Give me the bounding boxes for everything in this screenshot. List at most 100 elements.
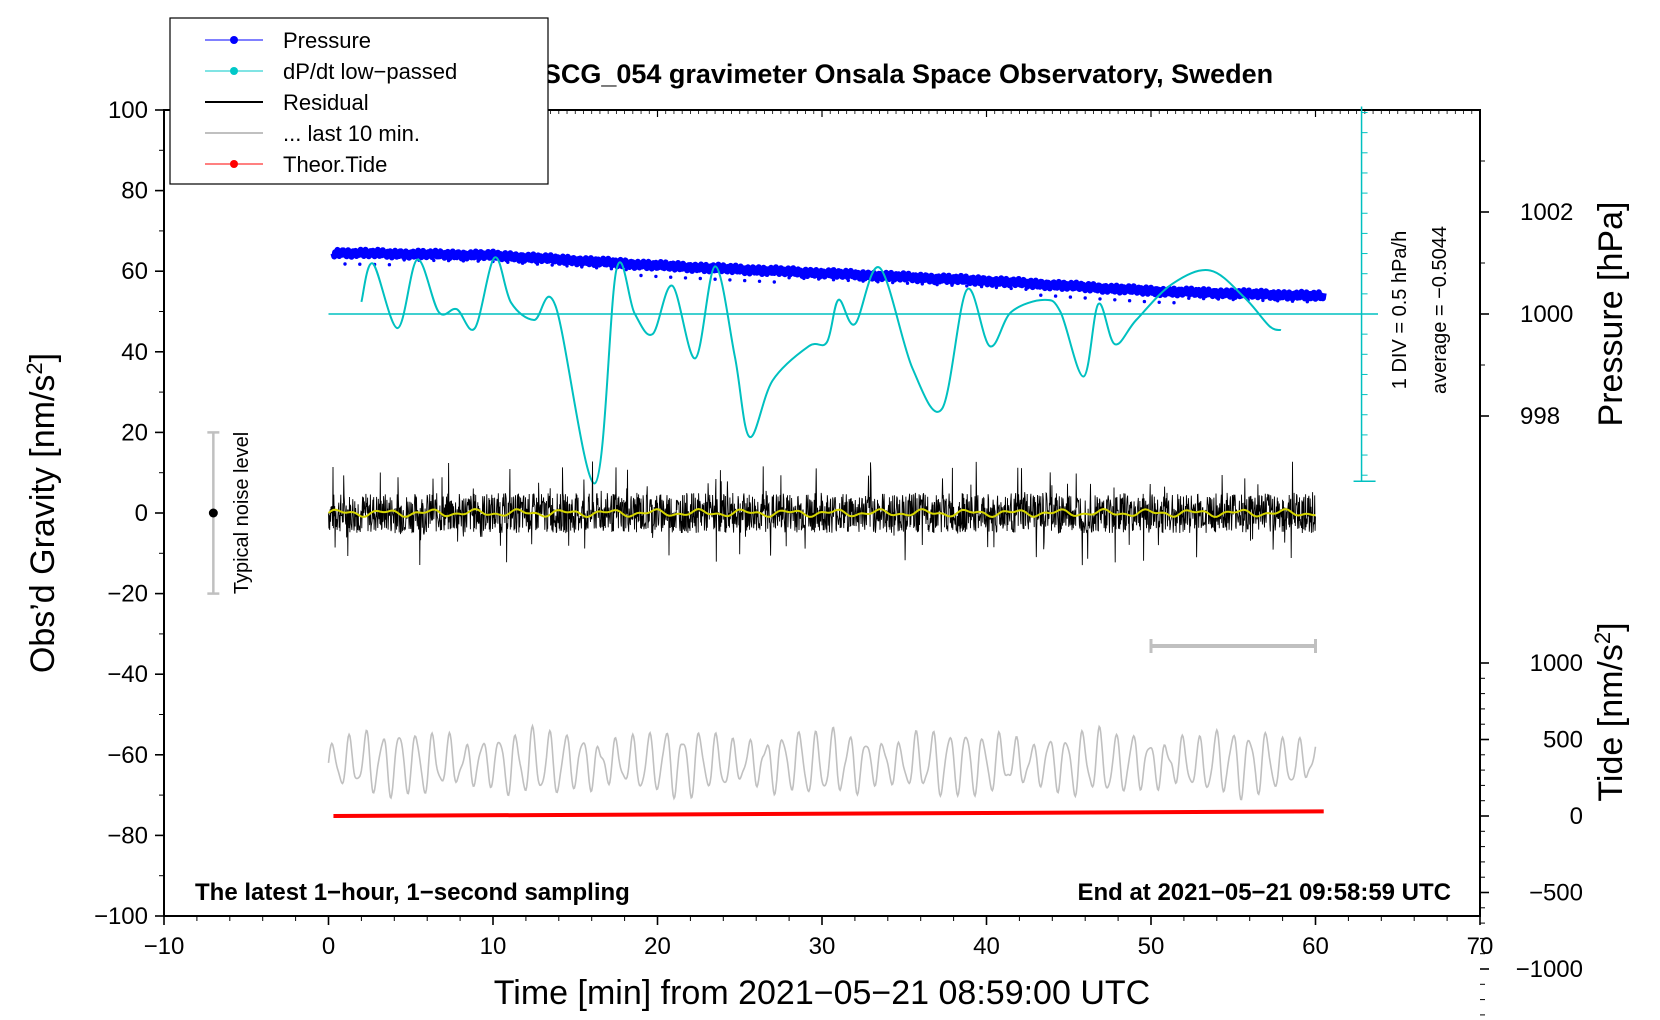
pressure-tick-label: 1002 (1520, 199, 1573, 226)
y-tick-label: 80 (121, 178, 148, 205)
pressure-point (565, 264, 569, 268)
pressure-point (1276, 299, 1280, 303)
pressure-point (609, 267, 614, 271)
pressure-point (446, 258, 451, 263)
legend-entry-last10: ... last 10 min. (205, 121, 420, 146)
pressure-point (1068, 295, 1073, 299)
tide-close: ] (1592, 622, 1630, 631)
pressure-point (535, 262, 540, 266)
pressure-point (654, 274, 658, 279)
tide-tick-label: 0 (1570, 803, 1583, 830)
pressure-point (1231, 297, 1235, 302)
legend-entry-tide: Theor.Tide (205, 152, 387, 177)
tide-series (333, 809, 1324, 818)
pressure-point (920, 282, 924, 286)
legend-residual-label: Residual (283, 90, 369, 115)
pressure-point (639, 273, 643, 278)
pressure-point (432, 258, 436, 263)
x-tick-label: 70 (1467, 933, 1494, 960)
pressure-point (343, 262, 347, 266)
pressure-point (1053, 294, 1058, 298)
pressure-point (461, 259, 466, 263)
x-tick-label: 60 (1302, 933, 1329, 960)
pressure-point (387, 263, 392, 267)
y-axis-label-left: Obs’d Gravity [nm/s2] (22, 353, 63, 673)
pressure-point (1216, 297, 1221, 301)
pressure-point (846, 278, 850, 283)
pressure-point (817, 277, 821, 281)
y-tick-label: 100 (108, 97, 148, 124)
data-series (207, 106, 1379, 818)
tide-main: Tide [nm/s (1592, 644, 1630, 801)
pressure-point (683, 276, 688, 280)
pressure-point (743, 278, 747, 283)
residual-series (328, 461, 1316, 566)
y-left-main: Obs’d Gravity [nm/s (24, 375, 62, 674)
pressure-point (506, 260, 510, 264)
legend-dpdt-marker (230, 67, 238, 75)
annotation-bottom-left: The latest 1−hour, 1−second sampling (195, 879, 630, 906)
y-tick-label: −40 (107, 661, 148, 688)
y-axis-label-pressure: Pressure [hPa] (1592, 202, 1630, 427)
scale-div-label: 1 DIV = 0.5 hPa/h (1389, 231, 1411, 389)
pressure-point (1187, 296, 1191, 300)
pressure-point (476, 259, 480, 263)
tide-sup: 2 (1590, 632, 1615, 644)
axis-ticks (155, 109, 1489, 1016)
pressure-point (1142, 299, 1147, 304)
legend-tide-label: Theor.Tide (283, 152, 387, 177)
pressure-point (698, 276, 702, 281)
legend: Pressure dP/dt low−passed Residual ... l… (169, 17, 549, 185)
pressure-point (772, 280, 776, 284)
scale-average-label: average = −0.5044 (1429, 226, 1451, 394)
y-tick-label: −20 (107, 581, 148, 608)
legend-entry-residual: Residual (205, 90, 369, 115)
legend-dpdt-label: dP/dt low−passed (283, 59, 457, 84)
y-tick-label: −100 (94, 903, 148, 930)
y-tick-label: 60 (121, 258, 148, 285)
pressure-point (1172, 301, 1176, 305)
pressure-point (728, 278, 732, 282)
chart-title: SCG_054 gravimeter Onsala Space Observat… (543, 59, 1273, 89)
pressure-point (1201, 296, 1206, 301)
legend-pressure-marker (230, 36, 238, 44)
pressure-point (1009, 286, 1013, 291)
pressure-point (1127, 299, 1132, 303)
noise-bar-center (208, 508, 218, 518)
x-tick-label: 40 (973, 933, 1000, 960)
y-left-close: ] (24, 353, 62, 362)
pressure-point (905, 281, 910, 285)
pressure-point (965, 284, 969, 288)
pressure-tick-label: 998 (1520, 403, 1560, 430)
pressure-point (580, 265, 584, 269)
pressure-point (669, 275, 673, 279)
tick-labels: −10 0 10 20 30 40 50 60 70100806040200−20−40−60−… (94, 97, 1583, 983)
x-tick-label: 50 (1138, 933, 1165, 960)
legend-entry-dpdt: dP/dt low−passed (205, 59, 457, 84)
pressure-point (1024, 287, 1028, 291)
pressure-point (1157, 300, 1161, 304)
tide-tick-label: 1000 (1530, 650, 1583, 677)
pressure-point (787, 276, 791, 280)
x-tick-label: 20 (644, 933, 671, 960)
tide-tick-label: −1000 (1516, 956, 1583, 983)
pressure-point (1113, 298, 1117, 302)
pressure-point (1083, 296, 1087, 300)
y-tick-label: 20 (121, 419, 148, 446)
x-axis-label: Time [min] from 2021−05−21 08:59:00 UTC (494, 974, 1150, 1012)
pressure-point (358, 262, 362, 266)
dpdt-series (360, 256, 1282, 485)
pressure-point (1261, 298, 1265, 303)
pressure-point (994, 285, 999, 290)
y-tick-label: 40 (121, 339, 148, 366)
pressure-point (550, 263, 554, 267)
x-tick-label: 30 (809, 933, 836, 960)
pressure-point (950, 283, 954, 287)
y-tick-label: −60 (107, 742, 148, 769)
pressure-point (520, 261, 525, 265)
pressure-point (1290, 299, 1295, 303)
legend-entry-pressure: Pressure (205, 28, 371, 53)
pressure-point (402, 258, 406, 262)
noise-label: Typical noise level (231, 432, 253, 594)
pressure-series (330, 246, 1327, 302)
